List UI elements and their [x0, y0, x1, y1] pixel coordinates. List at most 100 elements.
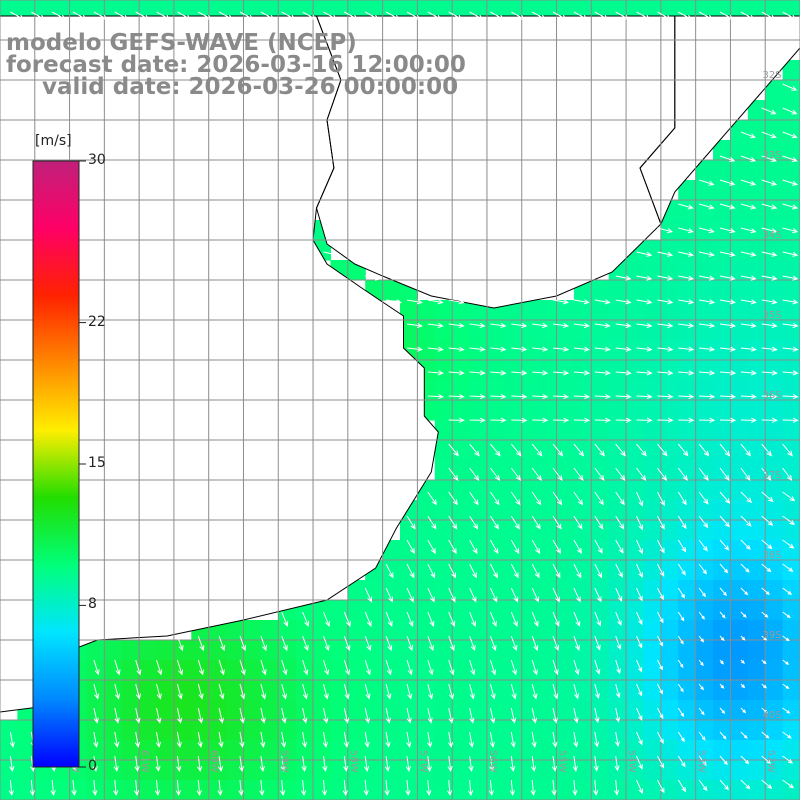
wind-speed-cell [626, 300, 645, 321]
wind-speed-cell [191, 720, 210, 741]
colorbar-tick-label: 0 [88, 758, 97, 774]
wind-arrow [698, 11, 714, 20]
wind-speed-cell [608, 560, 627, 581]
wind-arrow [427, 707, 433, 724]
wind-speed-cell [521, 420, 540, 441]
wind-arrow [10, 11, 25, 20]
wind-arrow [280, 755, 286, 773]
wind-arrow [656, 755, 665, 769]
wind-speed-cell [347, 620, 366, 641]
wind-speed-cell [556, 300, 575, 321]
wind-speed-cell [573, 460, 592, 481]
wind-speed-cell [539, 520, 558, 541]
wind-arrow [552, 587, 560, 603]
wind-speed-cell [400, 660, 418, 681]
wind-speed-cell [765, 100, 784, 121]
wind-speed-cell [504, 520, 523, 541]
wind-speed-cell [695, 320, 714, 341]
wind-arrow [343, 683, 350, 700]
wind-speed-cell [660, 280, 679, 301]
wind-speed-cell [782, 640, 800, 661]
wind-arrow [468, 755, 474, 773]
wind-arrow [552, 707, 558, 724]
wind-arrow [740, 779, 751, 790]
wind-arrow [594, 659, 601, 675]
wind-speed-cell [695, 540, 714, 561]
wind-speed-cell [765, 580, 784, 601]
wind-arrow [573, 539, 582, 555]
wind-arrow [302, 611, 310, 627]
wind-arrow [427, 299, 444, 305]
wind-arrow [782, 659, 790, 665]
wind-speed-cell [434, 480, 453, 501]
longitude-label: 57W [417, 750, 428, 773]
wind-arrow [782, 131, 798, 139]
wind-speed-cell [608, 700, 627, 721]
wind-arrow [573, 635, 580, 651]
wind-speed-cell [208, 760, 227, 781]
wind-speed-cell [747, 440, 766, 461]
wind-arrow [510, 515, 520, 530]
wind-arrow [364, 635, 372, 652]
wind-speed-cell [521, 660, 540, 681]
wind-arrow [469, 515, 479, 530]
wind-arrow [719, 322, 737, 329]
wind-arrow [239, 635, 247, 652]
wind-speed-cell [643, 640, 662, 661]
wind-speed-cell [400, 300, 418, 321]
wind-speed-cell [469, 580, 488, 601]
wind-speed-cell [486, 620, 505, 641]
latitude-label: 33S [762, 150, 781, 161]
wind-speed-cell [156, 780, 175, 800]
wind-speed-cell [573, 720, 592, 741]
wind-speed-cell [382, 580, 401, 601]
wind-arrow [259, 779, 265, 797]
wind-speed-cell [626, 460, 645, 481]
wind-speed-cell [660, 520, 679, 541]
wind-arrow [323, 635, 330, 652]
wind-speed-cell [452, 600, 471, 621]
wind-speed-cell [469, 640, 488, 661]
wind-arrow [552, 11, 568, 20]
wind-speed-cell [713, 440, 732, 461]
wind-speed-cell [591, 620, 610, 641]
wind-arrow [281, 659, 288, 676]
wind-arrow [531, 443, 543, 457]
wind-speed-cell [469, 440, 488, 461]
wind-arrow [740, 155, 757, 162]
wind-speed-cell [139, 0, 158, 21]
wind-speed-cell [573, 640, 592, 661]
wind-arrow [636, 417, 653, 423]
wind-speed-cell [330, 660, 349, 681]
wind-speed-cell [521, 440, 540, 461]
wind-speed-cell [573, 600, 592, 621]
wind-speed-cell [695, 780, 714, 800]
wind-arrow [677, 587, 686, 599]
wind-speed-cell [260, 780, 279, 800]
wind-arrow [531, 731, 537, 748]
wind-arrow [719, 155, 736, 162]
wind-speed-cell [608, 360, 627, 381]
wind-arrow [740, 635, 746, 641]
wind-arrow [761, 467, 772, 481]
wind-speed-cell [608, 400, 627, 421]
wind-speed-cell [434, 420, 453, 441]
wind-speed-cell [660, 640, 679, 661]
wind-arrow [573, 417, 591, 423]
wind-speed-cell [365, 580, 384, 601]
wind-arrow [135, 683, 141, 700]
wind-speed-cell [347, 0, 366, 21]
wind-arrow [489, 731, 495, 748]
wind-arrow [448, 322, 465, 329]
wind-speed-cell [226, 0, 245, 21]
wind-speed-cell [139, 740, 158, 761]
wind-arrow [469, 322, 486, 329]
wind-arrow [656, 611, 664, 624]
wind-speed-cell [121, 660, 140, 681]
wind-speed-cell [608, 620, 627, 641]
wind-speed-cell [765, 760, 784, 781]
wind-speed-cell [486, 500, 505, 521]
wind-arrow [782, 251, 799, 257]
wind-speed-cell [539, 500, 558, 521]
wind-speed-cell [434, 380, 453, 401]
